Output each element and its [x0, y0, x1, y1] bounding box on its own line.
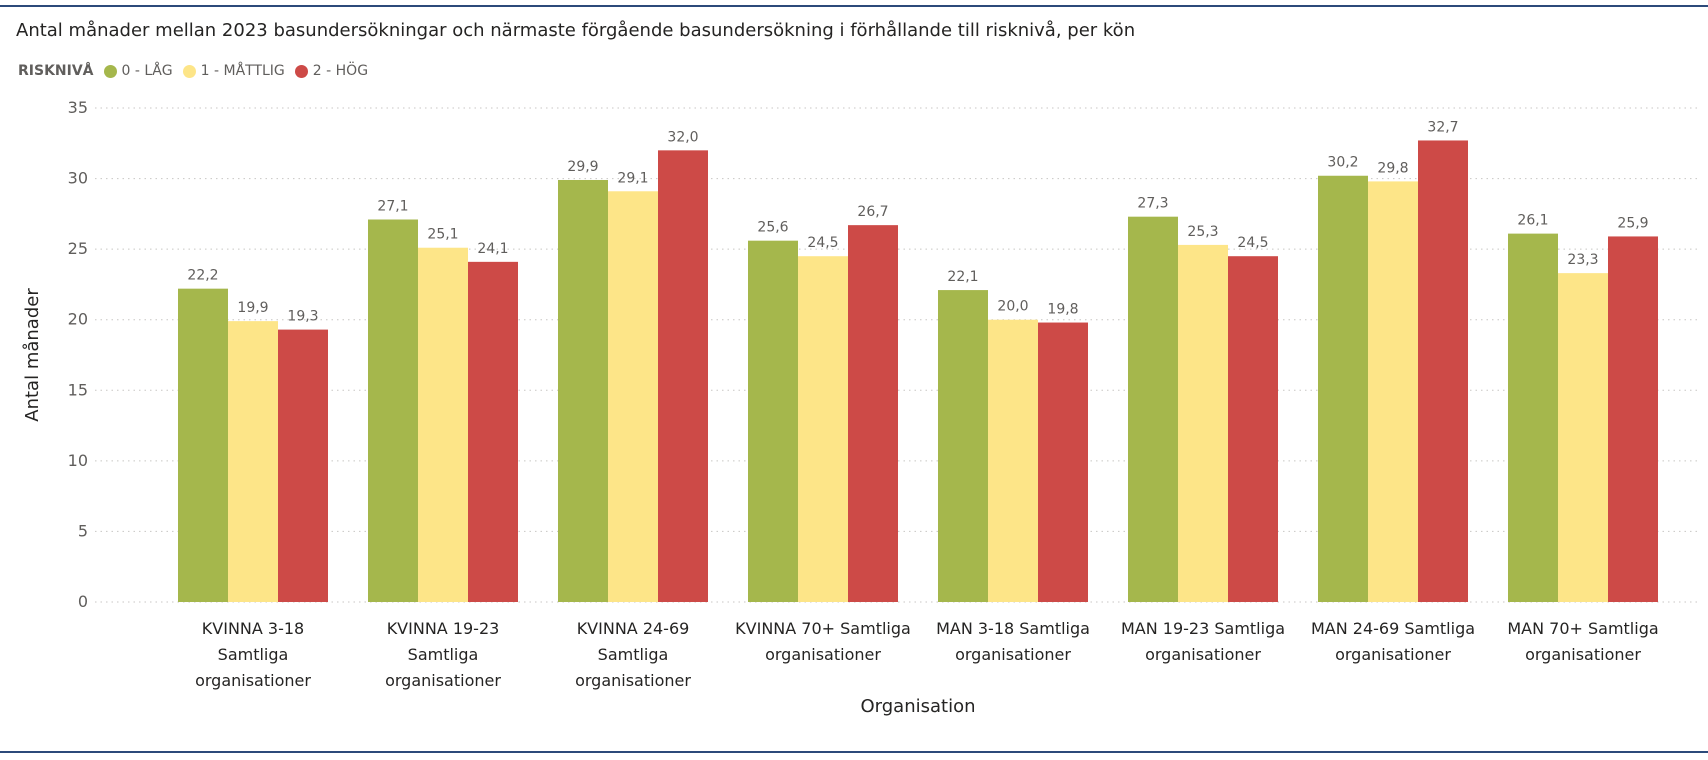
legend-dot-low	[103, 64, 117, 78]
bar	[848, 225, 898, 603]
legend-title: RISKNIVÅ	[18, 63, 94, 79]
bar	[1558, 273, 1608, 602]
bar	[1608, 236, 1658, 602]
bar-value-label: 27,1	[377, 199, 408, 215]
x-tick-label: KVINNA 24-69	[577, 619, 690, 638]
bar	[1128, 216, 1178, 602]
legend-dot-high	[294, 64, 308, 78]
bar	[278, 329, 328, 602]
bar-value-label: 29,1	[617, 170, 648, 186]
x-tick-label: MAN 3-18 Samtliga	[936, 619, 1090, 638]
bar-value-label: 29,8	[1377, 160, 1408, 176]
bar	[658, 150, 708, 603]
legend-item-moderate[interactable]: 1 - MÅTTLIG	[182, 63, 285, 79]
bar-value-label: 23,3	[1567, 252, 1598, 268]
bar	[558, 179, 608, 603]
legend-label-high: 2 - HÖG	[312, 63, 369, 79]
x-tick-label: KVINNA 19-23	[387, 619, 500, 638]
bar-value-label: 26,1	[1517, 213, 1548, 229]
x-tick-label: organisationer	[1335, 645, 1451, 664]
y-tick-label: 25	[68, 239, 88, 258]
y-tick-label: 15	[68, 380, 88, 399]
bar	[1418, 140, 1468, 602]
bar	[938, 290, 988, 602]
bar	[1368, 181, 1418, 602]
bar-value-label: 25,3	[1187, 224, 1218, 240]
bar	[468, 261, 518, 602]
y-axis-title: Antal månader	[22, 288, 43, 422]
legend: RISKNIVÅ 0 - LÅG 1 - MÅTTLIG 2 - HÖG	[18, 63, 378, 79]
bar	[1318, 175, 1368, 602]
bar-value-label: 20,0	[997, 299, 1028, 315]
bar-value-label: 24,5	[807, 235, 838, 251]
bar-value-label: 29,9	[567, 159, 598, 175]
x-tick-label: organisationer	[765, 645, 881, 664]
bar-value-label: 30,2	[1327, 155, 1358, 171]
y-tick-label: 10	[68, 451, 88, 470]
legend-label-moderate: 1 - MÅTTLIG	[200, 63, 285, 79]
x-tick-label: MAN 70+ Samtliga	[1507, 619, 1658, 638]
x-tick-label: KVINNA 70+ Samtliga	[735, 619, 911, 638]
x-tick-label: KVINNA 3-18	[202, 619, 304, 638]
x-tick-label: organisationer	[575, 671, 691, 690]
x-tick-label: organisationer	[385, 671, 501, 690]
bar	[748, 240, 798, 602]
legend-label-low: 0 - LÅG	[121, 63, 173, 79]
bar-value-label: 19,9	[237, 300, 268, 316]
legend-item-low[interactable]: 0 - LÅG	[103, 63, 173, 79]
y-tick-label: 30	[68, 169, 88, 188]
legend-dot-moderate	[182, 64, 196, 78]
y-tick-label: 20	[68, 310, 88, 329]
x-tick-label: MAN 19-23 Samtliga	[1121, 619, 1285, 638]
x-tick-label: Samtliga	[218, 645, 289, 664]
bar-value-label: 24,1	[477, 241, 508, 257]
y-tick-label: 35	[68, 98, 88, 117]
x-axis-title: Organisation	[860, 696, 975, 717]
bar	[1178, 244, 1228, 602]
bar	[1038, 322, 1088, 602]
x-tick-label: organisationer	[955, 645, 1071, 664]
bar-value-label: 32,0	[667, 129, 698, 145]
bar	[608, 191, 658, 602]
x-tick-label: organisationer	[1145, 645, 1261, 664]
x-tick-label: organisationer	[195, 671, 311, 690]
bar	[1508, 233, 1558, 603]
chart-title: Antal månader mellan 2023 basundersöknin…	[16, 20, 1136, 41]
bar	[1228, 256, 1278, 602]
legend-item-high[interactable]: 2 - HÖG	[294, 63, 369, 79]
bar-value-label: 25,6	[757, 220, 788, 236]
bar	[178, 288, 228, 602]
bar-value-label: 27,3	[1137, 196, 1168, 212]
x-tick-label: Samtliga	[408, 645, 479, 664]
bar-value-label: 22,2	[187, 268, 218, 284]
top-border	[0, 5, 1708, 7]
bottom-border	[0, 751, 1708, 753]
bar-value-label: 25,1	[427, 227, 458, 243]
bar-value-label: 19,3	[287, 309, 318, 325]
bar-value-label: 32,7	[1427, 119, 1458, 135]
bar-value-label: 22,1	[947, 269, 978, 285]
bar-value-label: 24,5	[1237, 235, 1268, 251]
bar	[798, 256, 848, 602]
bar	[368, 219, 418, 602]
x-tick-label: Samtliga	[598, 645, 669, 664]
y-tick-label: 5	[78, 521, 88, 540]
x-tick-label: organisationer	[1525, 645, 1641, 664]
bar	[418, 247, 468, 602]
bar-value-label: 25,9	[1617, 215, 1648, 231]
bar-value-label: 26,7	[857, 204, 888, 220]
bar-value-label: 19,8	[1047, 302, 1078, 318]
bar	[988, 319, 1038, 602]
x-tick-label: MAN 24-69 Samtliga	[1311, 619, 1475, 638]
bar	[228, 321, 278, 602]
y-tick-label: 0	[78, 592, 88, 611]
